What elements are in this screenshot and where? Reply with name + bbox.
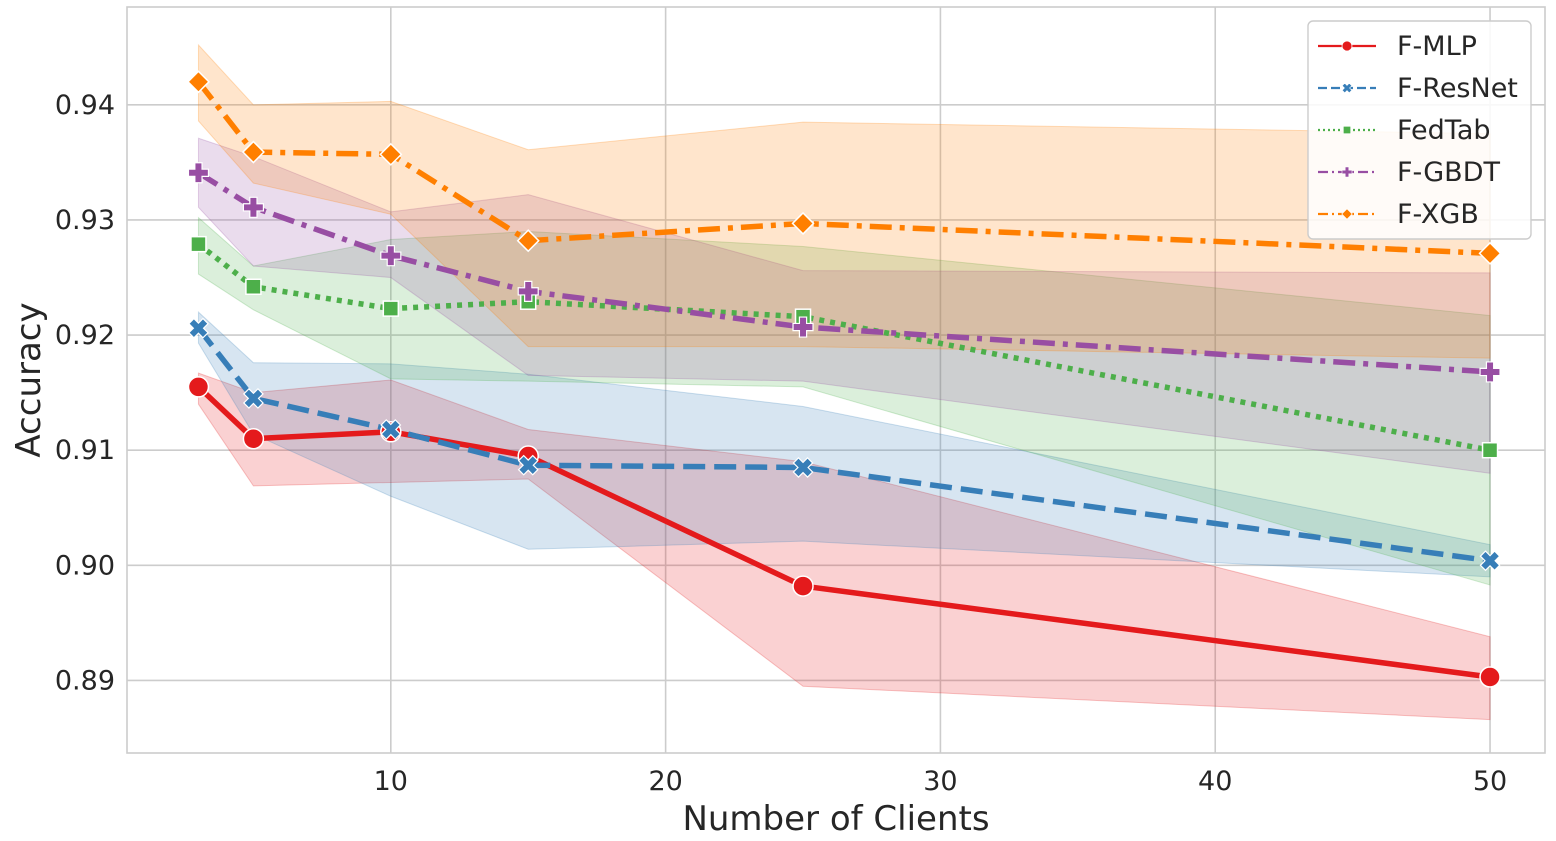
point-f-xgb [379,142,403,166]
point-fedtab [190,235,207,253]
legend-box [1307,20,1532,240]
point-f-xgb [186,70,211,94]
x-tick-label: 30 [923,766,957,797]
point-f-gbdt [242,196,265,218]
y-tick-label: 0.91 [55,435,115,466]
legend-label-f-resnet: F-ResNet [1397,73,1518,104]
point-f-gbdt [517,280,539,302]
legend-marker-f-resnet [1341,82,1353,94]
point-fedtab [1481,441,1499,459]
point-f-gbdt [187,162,210,184]
point-f-mlp [1479,666,1501,688]
x-axis-title: Number of Clients [682,799,989,839]
y-axis-title: Accuracy [9,302,49,457]
point-f-xgb [241,140,265,164]
x-tick-label: 40 [1198,766,1232,797]
point-f-mlp [187,376,210,398]
legend-label-f-gbdt: F-GBDT [1397,157,1500,188]
y-tick-label: 0.94 [55,90,115,121]
y-tick-label: 0.93 [55,205,115,236]
series-lines [196,80,1491,680]
x-tick-label: 20 [648,766,682,797]
point-f-resnet [242,387,264,409]
line-fedtab [196,241,1491,453]
point-f-resnet [1479,550,1501,572]
line-f-mlp [196,384,1491,680]
line-f-gbdt [196,170,1491,375]
x-tick-label: 50 [1473,766,1507,797]
point-fedtab [245,278,262,295]
line-f-xgb [196,80,1491,257]
point-f-mlp [792,575,814,597]
point-f-xgb [1478,241,1502,265]
x-tick-label: 10 [374,766,408,797]
legend-marker-f-gbdt [1341,166,1353,178]
series-markers [186,70,1502,688]
point-f-resnet [380,419,402,440]
point-f-gbdt [1479,361,1501,383]
line-f-resnet [196,326,1491,564]
point-f-resnet [187,317,209,339]
point-f-resnet [792,457,814,478]
point-f-gbdt [792,316,814,338]
legend-label-fedtab: FedTab [1397,115,1491,146]
legend-label-f-xgb: F-XGB [1397,199,1479,230]
tick-labels: 10 20 30 40 50 0.89 0.90 0.91 0.92 0.93 0.94 [55,90,1507,797]
point-f-gbdt [380,245,402,267]
point-f-xgb [791,211,815,235]
y-tick-label: 0.92 [55,320,115,351]
legend-marker-f-mlp [1341,40,1353,52]
legend: F-MLP F-ResNet FedTab F-GBDT F-XGB [1307,20,1532,240]
legend-label-f-mlp: F-MLP [1397,31,1477,62]
legend-marker-fedtab [1342,125,1352,135]
y-tick-label: 0.89 [55,665,115,696]
plot-frame [126,6,1546,754]
point-f-mlp [242,427,265,450]
point-f-resnet [517,454,539,476]
point-fedtab [382,300,400,317]
legend-marker-f-xgb [1341,208,1353,220]
band-f-xgb [197,43,1491,359]
y-tick-label: 0.90 [55,550,115,581]
point-f-xgb [516,229,540,253]
